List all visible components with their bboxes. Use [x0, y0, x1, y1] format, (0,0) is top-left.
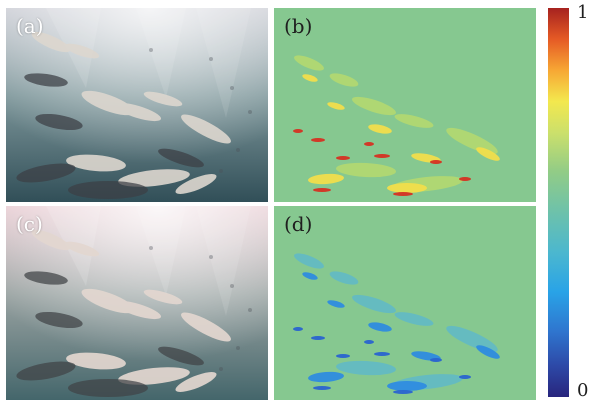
panel-label-c: (c) [16, 212, 43, 236]
panel-label-d: (d) [284, 212, 313, 236]
panel-label-b: (b) [284, 14, 313, 38]
colorbar [548, 8, 569, 397]
colorbar-bottom-label: 0 [577, 380, 589, 400]
panel-d-image [274, 206, 536, 400]
panel-c-image [6, 206, 268, 400]
panel-b-image [274, 8, 536, 202]
panel-a-image [6, 8, 268, 202]
panel-a-underwater-photo: (a) [6, 8, 268, 202]
panel-label-a: (a) [16, 14, 44, 38]
panel-c-underwater-photo: (c) [6, 206, 268, 400]
colorbar-top-label: 1 [577, 2, 589, 23]
panel-d-heatmap: (d) [274, 206, 536, 400]
panel-b-heatmap: (b) [274, 8, 536, 202]
